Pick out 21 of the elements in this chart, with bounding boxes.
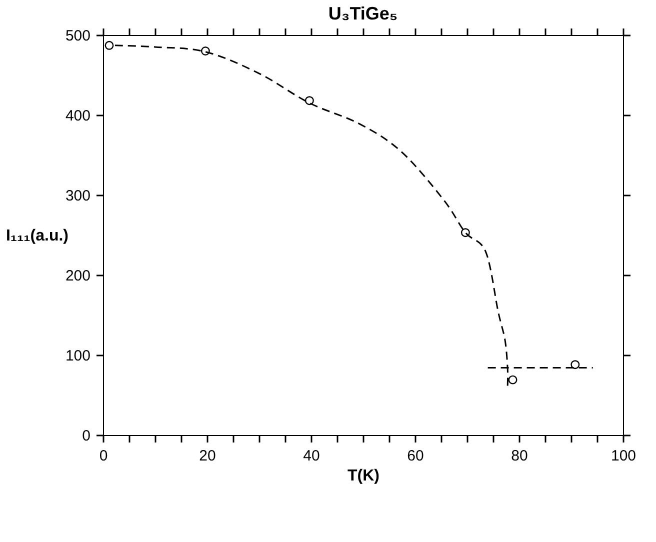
y-tick-label: 500 [65,28,90,44]
y-axis-title: I₁₁₁(a.u.) [6,228,68,244]
point [570,360,580,370]
x-tick-label: 60 [407,448,424,464]
y-tick-label: 0 [82,428,90,444]
y-tick-label: 100 [65,348,90,364]
x-tick-label: 40 [303,448,320,464]
chart-title: U₃TiGe₅ [328,3,398,24]
x-axis-title: T(K) [348,468,380,484]
y-tick-label: 200 [65,268,90,284]
x-tick-label: 100 [610,448,636,464]
point [304,96,314,106]
y-tick-label: 400 [65,108,90,124]
x-tick-label: 80 [511,448,528,464]
y-tick-label: 300 [65,188,90,204]
point [200,46,210,56]
x-tick-label: 0 [99,448,108,464]
point [104,40,114,50]
point [460,228,470,238]
x-tick-label: 20 [199,448,216,464]
point [508,375,518,384]
